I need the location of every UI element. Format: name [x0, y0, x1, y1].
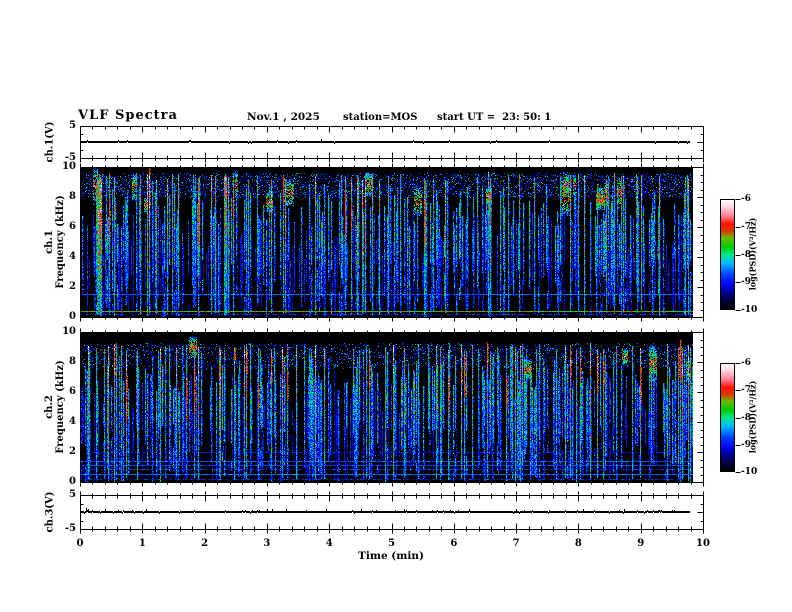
colorbar-ch2	[720, 363, 735, 472]
x-tick-label: 4	[325, 538, 333, 549]
colorbar-tick-label: -10	[741, 305, 758, 315]
x-axis-title: Time (min)	[358, 550, 424, 562]
y-tick-label: 2	[69, 446, 76, 457]
frequency-label-line2: Frequency (kHz)	[55, 360, 66, 454]
ch2-spectrogram-y-label: ch.2 Frequency (kHz)	[44, 360, 66, 453]
ch3-voltage-trace	[81, 496, 692, 528]
x-tick-label: 6	[450, 538, 458, 549]
ch1-spectrogram-canvas	[80, 167, 693, 317]
x-tick-label: 9	[637, 538, 645, 549]
colorbar-tick-label: -6	[741, 194, 751, 204]
header-station: station=MOS	[343, 112, 418, 123]
y-tick-label: 2	[69, 281, 76, 292]
y-tick-label: -5	[64, 152, 76, 163]
y-tick-label: 6	[69, 221, 76, 232]
y-tick-label: 5	[69, 489, 76, 500]
frequency-label-line1: Frequency (kHz)	[55, 195, 66, 289]
x-tick-label: 7	[512, 538, 520, 549]
y-tick-label: 10	[62, 326, 76, 337]
x-tick-label: 5	[388, 538, 395, 549]
ch1-spectrogram-y-label: ch.1 Frequency (kHz)	[44, 195, 66, 288]
y-tick-label: 8	[69, 191, 76, 202]
colorbar-tick-label: -8	[741, 412, 751, 423]
header-start-ut: start UT = 23: 50: 1	[437, 112, 552, 123]
y-tick-label: 8	[69, 356, 76, 367]
x-tick-label: 1	[138, 538, 146, 549]
x-tick-label: 8	[574, 538, 582, 549]
colorbar-ch1	[720, 199, 735, 310]
colorbar-tick-label: -7	[741, 221, 751, 232]
y-tick-label: 0	[69, 476, 76, 487]
colorbar-tick-label: -8	[741, 249, 751, 260]
y-tick-label: 10	[62, 161, 76, 172]
colorbar-tick-label: -9	[741, 439, 751, 450]
page-title: VLF Spectra	[78, 108, 178, 123]
ch2-spectrogram-canvas	[80, 332, 693, 482]
x-tick-label: 0	[76, 538, 84, 549]
y-tick-label: 4	[69, 251, 76, 262]
x-tick-label: 2	[201, 538, 209, 549]
y-tick-label: 0	[69, 311, 76, 322]
colorbar-tick-label: -10	[741, 467, 758, 477]
y-tick-label: 4	[69, 416, 76, 427]
y-tick-label: -5	[64, 523, 76, 534]
ch1-label-line1: ch.1	[44, 230, 55, 254]
x-tick-label: 3	[263, 538, 271, 549]
y-tick-label: 6	[69, 386, 76, 397]
ch1-voltage-trace	[81, 127, 692, 157]
colorbar-tick-label: -9	[741, 277, 751, 288]
x-tick-label: 10	[696, 538, 710, 549]
ch2-label-line1: ch.2	[44, 395, 55, 419]
header-date: Nov.1 , 2025	[247, 111, 320, 123]
colorbar-tick-label: -7	[741, 385, 751, 396]
y-tick-label: 5	[69, 120, 76, 131]
colorbar-tick-label: -6	[741, 358, 751, 368]
